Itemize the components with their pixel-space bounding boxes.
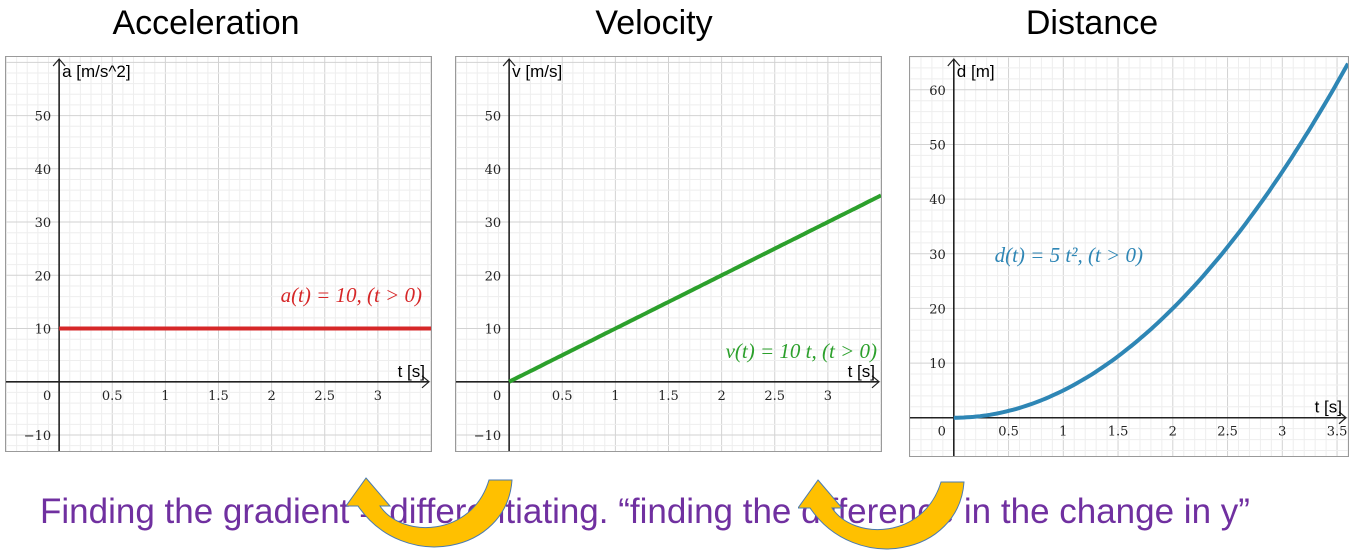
x-tick-label: 1 [1059,425,1067,440]
x-axis-label: t [s] [1315,398,1342,417]
y-tick-label: −10 [24,429,51,444]
equation-label: d(t) = 5 t², (t > 0) [995,243,1143,267]
x-tick-label: 1 [161,389,169,404]
y-tick-label: 40 [485,163,502,178]
x-tick-label: 0.5 [102,389,123,404]
x-axis-arrow-icon [1338,411,1347,425]
equation-label: v(t) = 10 t, (t > 0) [726,339,877,363]
origin-label: 0 [493,389,501,404]
x-axis-label: t [s] [398,362,425,381]
y-tick-label: 20 [485,269,502,284]
x-axis-arrow-icon [871,375,880,389]
distance-graph: 0.5 1 1.5 2 2.5 3 3.5 10 20 30 40 50 60 0 t [s] d [m] d(… [909,56,1349,457]
x-tick-label: 1.5 [658,389,679,404]
title-velocity: Velocity [595,4,713,42]
y-tick-label: −10 [474,429,501,444]
y-tick-label: 50 [485,110,502,125]
x-tick-label: 1.5 [1108,425,1129,440]
y-tick-label: 10 [485,323,502,338]
x-tick-label: 2.5 [314,389,335,404]
y-axis-arrow-icon [947,58,961,67]
y-axis-label: d [m] [957,62,995,81]
differentiation-caption: Finding the gradient = differentiating. … [40,492,1250,531]
y-tick-label: 50 [35,110,52,125]
y-axis-label: v [m/s] [512,62,562,81]
x-tick-label: 2.5 [764,389,785,404]
velocity-graph: 0.5 1 1.5 2 2.5 3 −10 10 20 30 40 50 0 t [s] v [m/s] v(… [455,56,882,452]
x-tick-label: 3 [1278,425,1286,440]
y-tick-label: 20 [929,302,946,317]
acceleration-graph: 0.5 1 1.5 2 2.5 3 −10 10 20 30 40 50 0 t [s] a [m/s^2]… [5,56,432,452]
y-tick-label: 30 [929,248,946,263]
y-tick-label: 10 [929,357,946,372]
x-tick-label: 3.5 [1327,425,1348,440]
curved-arrow-icon [798,479,965,550]
x-tick-label: 2.5 [1217,425,1238,440]
title-distance: Distance [1025,4,1159,42]
curved-arrow-icon [346,477,513,548]
function-curve [953,62,1348,420]
y-tick-label: 20 [35,269,52,284]
x-tick-label: 1 [611,389,619,404]
x-tick-label: 2 [1169,425,1177,440]
x-tick-label: 2 [717,389,725,404]
y-axis-label: a [m/s^2] [62,62,130,81]
y-axis-arrow-icon [502,58,516,67]
title-acceleration: Acceleration [112,4,300,42]
x-axis-arrow-icon [421,375,430,389]
y-tick-label: 10 [35,323,52,338]
x-tick-label: 3 [374,389,382,404]
x-tick-label: 0.5 [998,425,1019,440]
x-tick-label: 3 [824,389,832,404]
x-tick-label: 2 [267,389,275,404]
y-tick-label: 50 [929,138,946,153]
x-axis-label: t [s] [848,362,875,381]
function-curve [508,193,881,384]
y-tick-label: 60 [929,84,946,99]
origin-label: 0 [938,425,946,440]
origin-label: 0 [43,389,51,404]
equation-label: a(t) = 10, (t > 0) [281,283,422,307]
x-tick-label: 1.5 [208,389,229,404]
x-tick-label: 0.5 [552,389,573,404]
y-tick-label: 30 [485,216,502,231]
y-tick-label: 40 [929,193,946,208]
y-axis-arrow-icon [52,58,66,67]
y-tick-label: 40 [35,163,52,178]
y-tick-label: 30 [35,216,52,231]
